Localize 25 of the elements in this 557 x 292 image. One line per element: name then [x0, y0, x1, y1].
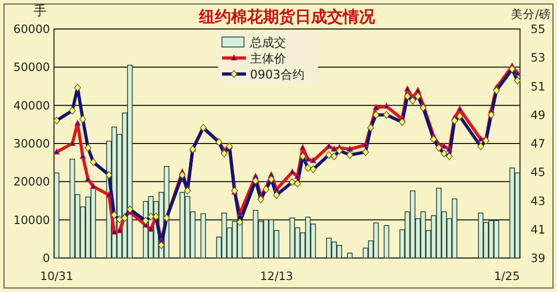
y-tick-label: 0	[42, 251, 50, 265]
x-tick-label: 12/13	[260, 269, 294, 283]
y2-axis-title: 美分/磅	[511, 7, 551, 21]
y-axis-title: 手	[34, 4, 46, 19]
y2-tick-label: 39	[530, 251, 546, 265]
legend-label: 总成交	[249, 36, 286, 50]
y-tick-label: 60000	[13, 22, 50, 36]
y-tick-label: 10000	[13, 212, 50, 227]
y-tick-label: 50000	[13, 60, 50, 74]
y-tick-label: 30000	[13, 136, 50, 150]
y2-tick-label: 53	[530, 50, 546, 65]
y2-tick-label: 45	[530, 165, 546, 180]
y2-tick-label: 55	[530, 22, 546, 36]
y2-tick-label: 41	[530, 222, 546, 236]
y2-tick-label: 43	[530, 194, 546, 208]
y2-tick-label: 49	[530, 108, 546, 122]
y2-tick-label: 47	[530, 136, 546, 150]
legend-label: 主体价	[250, 52, 286, 66]
chart-title: 纽约棉花期货日成交情况	[198, 7, 376, 26]
y-tick-label: 40000	[13, 98, 50, 112]
x-tick-label: 1/25	[494, 269, 520, 283]
y-tick-label: 20000	[13, 174, 50, 189]
y2-tick-label: 51	[530, 79, 546, 94]
legend-label: 0903合约	[250, 68, 305, 82]
x-tick-label: 10/31	[40, 269, 74, 283]
